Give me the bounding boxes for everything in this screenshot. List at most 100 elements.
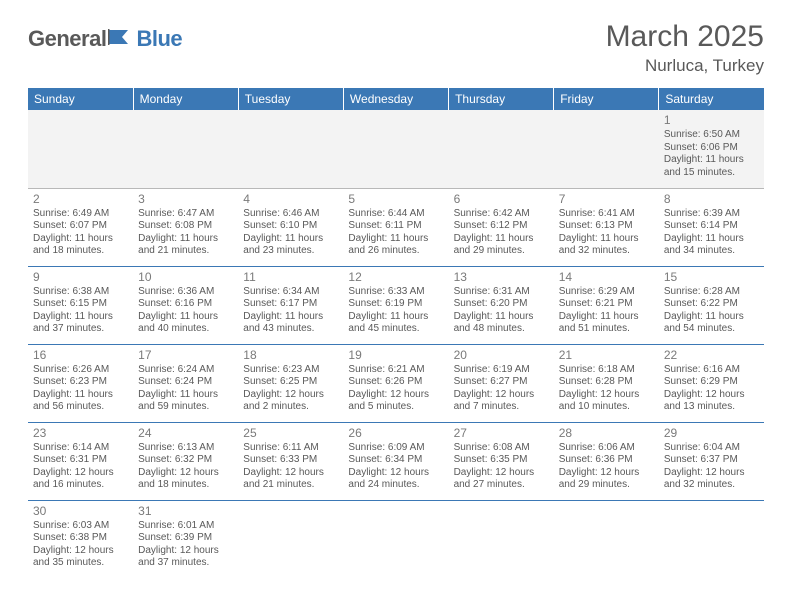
sunrise-text: Sunrise: 6:41 AM bbox=[559, 208, 654, 221]
daylight-text: and 5 minutes. bbox=[348, 401, 443, 414]
sunset-text: Sunset: 6:20 PM bbox=[454, 298, 549, 311]
flag-icon bbox=[108, 27, 134, 52]
day-number: 1 bbox=[664, 113, 759, 128]
calendar-cell: 17Sunrise: 6:24 AMSunset: 6:24 PMDayligh… bbox=[133, 344, 238, 422]
calendar-cell: 9Sunrise: 6:38 AMSunset: 6:15 PMDaylight… bbox=[28, 266, 133, 344]
header: General Blue March 2025 Nurluca, Turkey bbox=[28, 20, 764, 76]
daylight-text: and 23 minutes. bbox=[243, 245, 338, 258]
calendar-cell bbox=[449, 110, 554, 188]
daylight-text: Daylight: 11 hours bbox=[664, 154, 759, 167]
sunrise-text: Sunrise: 6:19 AM bbox=[454, 364, 549, 377]
sunrise-text: Sunrise: 6:24 AM bbox=[138, 364, 233, 377]
sunset-text: Sunset: 6:17 PM bbox=[243, 298, 338, 311]
daylight-text: and 16 minutes. bbox=[33, 479, 128, 492]
daylight-text: Daylight: 11 hours bbox=[138, 389, 233, 402]
day-number: 10 bbox=[138, 270, 233, 285]
calendar-cell: 23Sunrise: 6:14 AMSunset: 6:31 PMDayligh… bbox=[28, 422, 133, 500]
calendar-cell bbox=[554, 500, 659, 578]
calendar-cell bbox=[449, 500, 554, 578]
daylight-text: Daylight: 12 hours bbox=[243, 467, 338, 480]
daylight-text: and 2 minutes. bbox=[243, 401, 338, 414]
calendar-cell: 27Sunrise: 6:08 AMSunset: 6:35 PMDayligh… bbox=[449, 422, 554, 500]
sunset-text: Sunset: 6:36 PM bbox=[559, 454, 654, 467]
daylight-text: Daylight: 12 hours bbox=[454, 467, 549, 480]
day-number: 22 bbox=[664, 348, 759, 363]
title-block: March 2025 Nurluca, Turkey bbox=[606, 20, 764, 76]
calendar-cell: 11Sunrise: 6:34 AMSunset: 6:17 PMDayligh… bbox=[238, 266, 343, 344]
sunset-text: Sunset: 6:23 PM bbox=[33, 376, 128, 389]
daylight-text: Daylight: 11 hours bbox=[664, 311, 759, 324]
sunset-text: Sunset: 6:10 PM bbox=[243, 220, 338, 233]
day-number: 19 bbox=[348, 348, 443, 363]
calendar-cell: 6Sunrise: 6:42 AMSunset: 6:12 PMDaylight… bbox=[449, 188, 554, 266]
calendar-row: 9Sunrise: 6:38 AMSunset: 6:15 PM Daylight… bbox=[28, 266, 764, 344]
sunrise-text: Sunrise: 6:33 AM bbox=[348, 286, 443, 299]
sunset-text: Sunset: 6:37 PM bbox=[664, 454, 759, 467]
sunset-text: Sunset: 6:34 PM bbox=[348, 454, 443, 467]
daylight-text: and 32 minutes. bbox=[664, 479, 759, 492]
sunrise-text: Sunrise: 6:14 AM bbox=[33, 442, 128, 455]
daylight-text: and 54 minutes. bbox=[664, 323, 759, 336]
day-number: 20 bbox=[454, 348, 549, 363]
day-number: 14 bbox=[559, 270, 654, 285]
daylight-text: Daylight: 11 hours bbox=[348, 233, 443, 246]
daylight-text: and 32 minutes. bbox=[559, 245, 654, 258]
logo-text-blue: Blue bbox=[136, 26, 182, 52]
calendar-cell: 31Sunrise: 6:01 AMSunset: 6:39 PMDayligh… bbox=[133, 500, 238, 578]
calendar-cell: 24Sunrise: 6:13 AMSunset: 6:32 PMDayligh… bbox=[133, 422, 238, 500]
daylight-text: and 26 minutes. bbox=[348, 245, 443, 258]
sunset-text: Sunset: 6:24 PM bbox=[138, 376, 233, 389]
sunrise-text: Sunrise: 6:21 AM bbox=[348, 364, 443, 377]
calendar-cell: 1Sunrise: 6:50 AMSunset: 6:06 PMDaylight… bbox=[659, 110, 764, 188]
daylight-text: and 45 minutes. bbox=[348, 323, 443, 336]
day-number: 8 bbox=[664, 192, 759, 207]
day-number: 30 bbox=[33, 504, 128, 519]
calendar-cell: 28Sunrise: 6:06 AMSunset: 6:36 PMDayligh… bbox=[554, 422, 659, 500]
daylight-text: and 40 minutes. bbox=[138, 323, 233, 336]
calendar-row: 2Sunrise: 6:49 AMSunset: 6:07 PMDaylight… bbox=[28, 188, 764, 266]
calendar-cell bbox=[343, 500, 448, 578]
daylight-text: Daylight: 12 hours bbox=[33, 545, 128, 558]
sunrise-text: Sunrise: 6:31 AM bbox=[454, 286, 549, 299]
sunrise-text: Sunrise: 6:11 AM bbox=[243, 442, 338, 455]
weekday-header: Friday bbox=[554, 88, 659, 110]
sunrise-text: Sunrise: 6:01 AM bbox=[138, 520, 233, 533]
calendar-cell bbox=[343, 110, 448, 188]
sunrise-text: Sunrise: 6:46 AM bbox=[243, 208, 338, 221]
calendar-cell: 3Sunrise: 6:47 AMSunset: 6:08 PMDaylight… bbox=[133, 188, 238, 266]
location: Nurluca, Turkey bbox=[606, 56, 764, 76]
daylight-text: and 43 minutes. bbox=[243, 323, 338, 336]
calendar-cell: 10Sunrise: 6:36 AMSunset: 6:16 PMDayligh… bbox=[133, 266, 238, 344]
daylight-text: and 21 minutes. bbox=[138, 245, 233, 258]
daylight-text: Daylight: 12 hours bbox=[454, 389, 549, 402]
sunrise-text: Sunrise: 6:28 AM bbox=[664, 286, 759, 299]
calendar-cell: 2Sunrise: 6:49 AMSunset: 6:07 PMDaylight… bbox=[28, 188, 133, 266]
sunrise-text: Sunrise: 6:03 AM bbox=[33, 520, 128, 533]
daylight-text: and 18 minutes. bbox=[33, 245, 128, 258]
sunrise-text: Sunrise: 6:26 AM bbox=[33, 364, 128, 377]
daylight-text: Daylight: 11 hours bbox=[33, 389, 128, 402]
calendar-row: 16Sunrise: 6:26 AMSunset: 6:23 PMDayligh… bbox=[28, 344, 764, 422]
sunrise-text: Sunrise: 6:44 AM bbox=[348, 208, 443, 221]
day-number: 2 bbox=[33, 192, 128, 207]
sunrise-text: Sunrise: 6:09 AM bbox=[348, 442, 443, 455]
day-number: 5 bbox=[348, 192, 443, 207]
daylight-text: and 24 minutes. bbox=[348, 479, 443, 492]
sunrise-text: Sunrise: 6:38 AM bbox=[33, 286, 128, 299]
calendar-cell: 22Sunrise: 6:16 AMSunset: 6:29 PMDayligh… bbox=[659, 344, 764, 422]
sunrise-text: Sunrise: 6:08 AM bbox=[454, 442, 549, 455]
day-number: 7 bbox=[559, 192, 654, 207]
sunrise-text: Sunrise: 6:50 AM bbox=[664, 129, 759, 142]
daylight-text: Daylight: 11 hours bbox=[348, 311, 443, 324]
calendar-cell: 13Sunrise: 6:31 AMSunset: 6:20 PMDayligh… bbox=[449, 266, 554, 344]
sunrise-text: Sunrise: 6:13 AM bbox=[138, 442, 233, 455]
sunset-text: Sunset: 6:15 PM bbox=[33, 298, 128, 311]
weekday-header: Sunday bbox=[28, 88, 133, 110]
daylight-text: Daylight: 12 hours bbox=[138, 545, 233, 558]
day-number: 15 bbox=[664, 270, 759, 285]
day-number: 9 bbox=[33, 270, 128, 285]
sunset-text: Sunset: 6:26 PM bbox=[348, 376, 443, 389]
calendar-cell: 30Sunrise: 6:03 AMSunset: 6:38 PMDayligh… bbox=[28, 500, 133, 578]
day-number: 16 bbox=[33, 348, 128, 363]
daylight-text: Daylight: 12 hours bbox=[33, 467, 128, 480]
